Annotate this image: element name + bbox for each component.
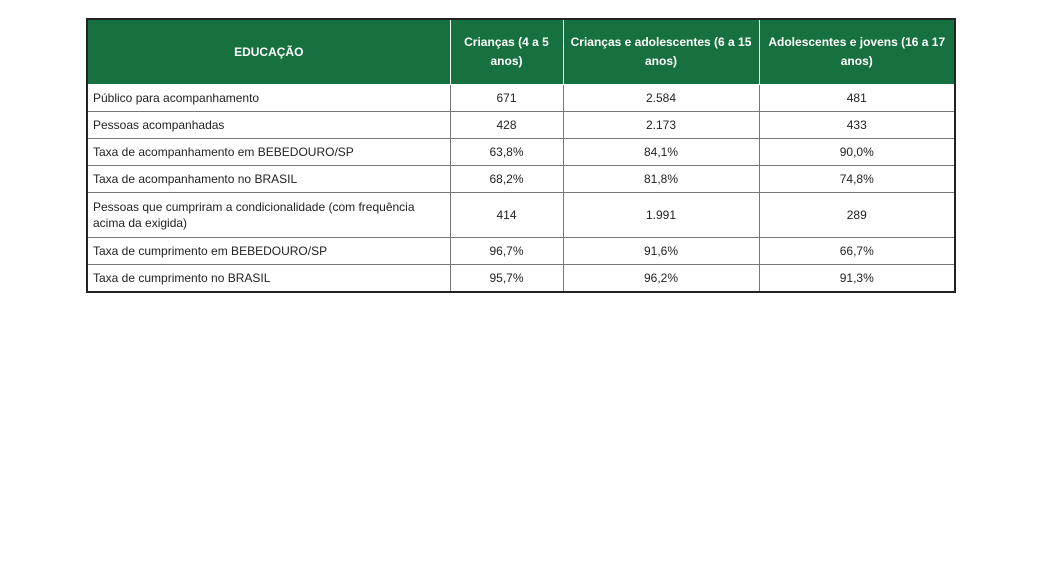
header-cell: Adolescentes e jovens (16 a 17 anos) bbox=[758, 18, 956, 85]
row-label: Taxa de acompanhamento no BRASIL bbox=[86, 165, 451, 193]
row-label: Pessoas que cumpriram a condicionalidade… bbox=[86, 192, 451, 238]
value-cell: 95,7% bbox=[449, 264, 564, 293]
value-cell: 481 bbox=[758, 84, 956, 112]
value-cell: 66,7% bbox=[758, 237, 956, 265]
value-cell: 414 bbox=[449, 192, 564, 238]
table-row: Pessoas que cumpriram a condicionalidade… bbox=[86, 192, 956, 238]
value-cell: 84,1% bbox=[562, 138, 760, 166]
table-row: Taxa de cumprimento no BRASIL 95,7% 96,2% 9… bbox=[86, 264, 956, 293]
value-cell: 91,3% bbox=[758, 264, 956, 293]
value-cell: 90,0% bbox=[758, 138, 956, 166]
education-table: EDUCAÇÃO Crianças (4 a 5 anos) Crianças e … bbox=[86, 18, 956, 293]
row-label: Taxa de cumprimento em BEBEDOURO/SP bbox=[86, 237, 451, 265]
header-cell: EDUCAÇÃO bbox=[86, 18, 451, 85]
table-row: Taxa de acompanhamento no BRASIL 68,2% 81,… bbox=[86, 165, 956, 193]
table-row: Público para acompanhamento 671 2.584 481 bbox=[86, 84, 956, 112]
table-row: Pessoas acompanhadas 428 2.173 433 bbox=[86, 111, 956, 139]
value-cell: 68,2% bbox=[449, 165, 564, 193]
table-row: Taxa de cumprimento em BEBEDOURO/SP 96,7%… bbox=[86, 237, 956, 265]
header-cell: Crianças e adolescentes (6 a 15 anos) bbox=[562, 18, 760, 85]
table-header: EDUCAÇÃO Crianças (4 a 5 anos) Crianças e … bbox=[86, 18, 956, 85]
value-cell: 428 bbox=[449, 111, 564, 139]
value-cell: 671 bbox=[449, 84, 564, 112]
row-label: Taxa de acompanhamento em BEBEDOURO/SP bbox=[86, 138, 451, 166]
row-label: Público para acompanhamento bbox=[86, 84, 451, 112]
value-cell: 2.584 bbox=[562, 84, 760, 112]
header-row: EDUCAÇÃO Crianças (4 a 5 anos) Crianças e … bbox=[86, 18, 956, 85]
value-cell: 96,2% bbox=[562, 264, 760, 293]
table-row: Taxa de acompanhamento em BEBEDOURO/SP 63… bbox=[86, 138, 956, 166]
value-cell: 91,6% bbox=[562, 237, 760, 265]
value-cell: 433 bbox=[758, 111, 956, 139]
row-label: Pessoas acompanhadas bbox=[86, 111, 451, 139]
header-cell: Crianças (4 a 5 anos) bbox=[449, 18, 564, 85]
value-cell: 63,8% bbox=[449, 138, 564, 166]
value-cell: 96,7% bbox=[449, 237, 564, 265]
value-cell: 289 bbox=[758, 192, 956, 238]
value-cell: 2.173 bbox=[562, 111, 760, 139]
table-body: Público para acompanhamento 671 2.584 481 Pe… bbox=[86, 84, 956, 293]
value-cell: 81,8% bbox=[562, 165, 760, 193]
value-cell: 74,8% bbox=[758, 165, 956, 193]
value-cell: 1.991 bbox=[562, 192, 760, 238]
row-label: Taxa de cumprimento no BRASIL bbox=[86, 264, 451, 293]
